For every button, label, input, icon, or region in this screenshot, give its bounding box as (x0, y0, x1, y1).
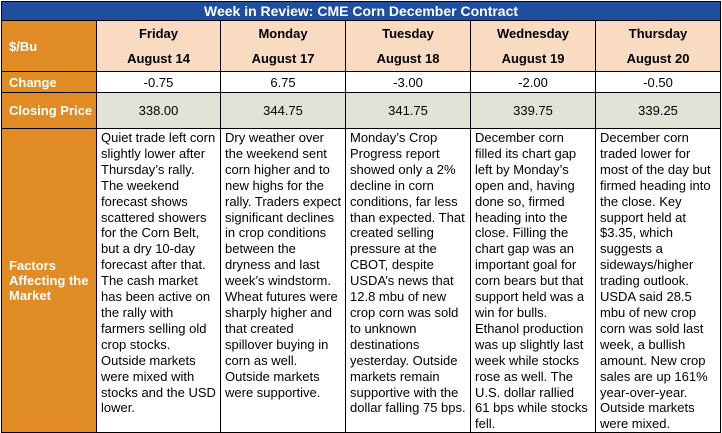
factors-text: Quiet trade left corn slightly lower aft… (96, 127, 221, 433)
change-value: -0.75 (96, 71, 221, 93)
change-value: -3.00 (345, 71, 471, 93)
change-row: Change -0.75 6.75 -3.00 -2.00 -0.50 (1, 71, 722, 93)
day-header-tuesday: Tuesday August 18 (345, 20, 471, 72)
day-name: Thursday (628, 26, 688, 41)
closing-price-label: Closing Price (1, 92, 97, 129)
closing-price-value: 341.75 (345, 92, 471, 129)
factors-text: Dry weather over the weekend sent corn h… (220, 127, 346, 433)
factors-text: Monday’s Crop Progress report showed onl… (345, 127, 471, 433)
day-date: August 18 (376, 51, 440, 66)
day-header-friday: Friday August 14 (96, 20, 221, 72)
change-value: -2.00 (470, 71, 596, 93)
day-date: August 17 (251, 51, 315, 66)
change-value: -0.50 (594, 71, 722, 93)
day-name: Monday (258, 26, 308, 41)
change-value: 6.75 (220, 71, 346, 93)
change-label: Change (1, 71, 97, 93)
factors-text: December corn traded lower for most of t… (594, 127, 722, 433)
day-name: Friday (138, 26, 178, 41)
closing-price-value: 339.75 (470, 92, 596, 129)
day-header-monday: Monday August 17 (220, 20, 346, 72)
closing-price-value: 338.00 (96, 92, 221, 129)
factors-text: December corn filled its chart gap left … (470, 127, 596, 433)
day-name: Wednesday (496, 26, 569, 41)
day-header-wednesday: Wednesday August 19 (470, 20, 596, 72)
factors-label: Factors Affecting the Market (1, 127, 97, 433)
header-row: $/Bu Friday August 14 Monday August 17 Tue… (1, 20, 722, 72)
day-date: August 14 (127, 51, 190, 66)
closing-price-value: 344.75 (220, 92, 346, 129)
day-date: August 20 (626, 51, 690, 66)
day-name: Tuesday (382, 26, 434, 41)
table-title: Week in Review: CME Corn December Contra… (0, 1, 722, 21)
title-row: Week in Review: CME Corn December Contra… (0, 1, 722, 21)
closing-price-value: 339.25 (594, 92, 722, 129)
factors-row: Factors Affecting the Market Quiet trade… (1, 127, 722, 433)
unit-label: $/Bu (1, 20, 97, 72)
day-date: August 19 (501, 51, 565, 66)
closing-price-row: Closing Price 338.00 344.75 341.75 339.7… (1, 92, 722, 129)
day-header-thursday: Thursday August 20 (594, 20, 722, 72)
